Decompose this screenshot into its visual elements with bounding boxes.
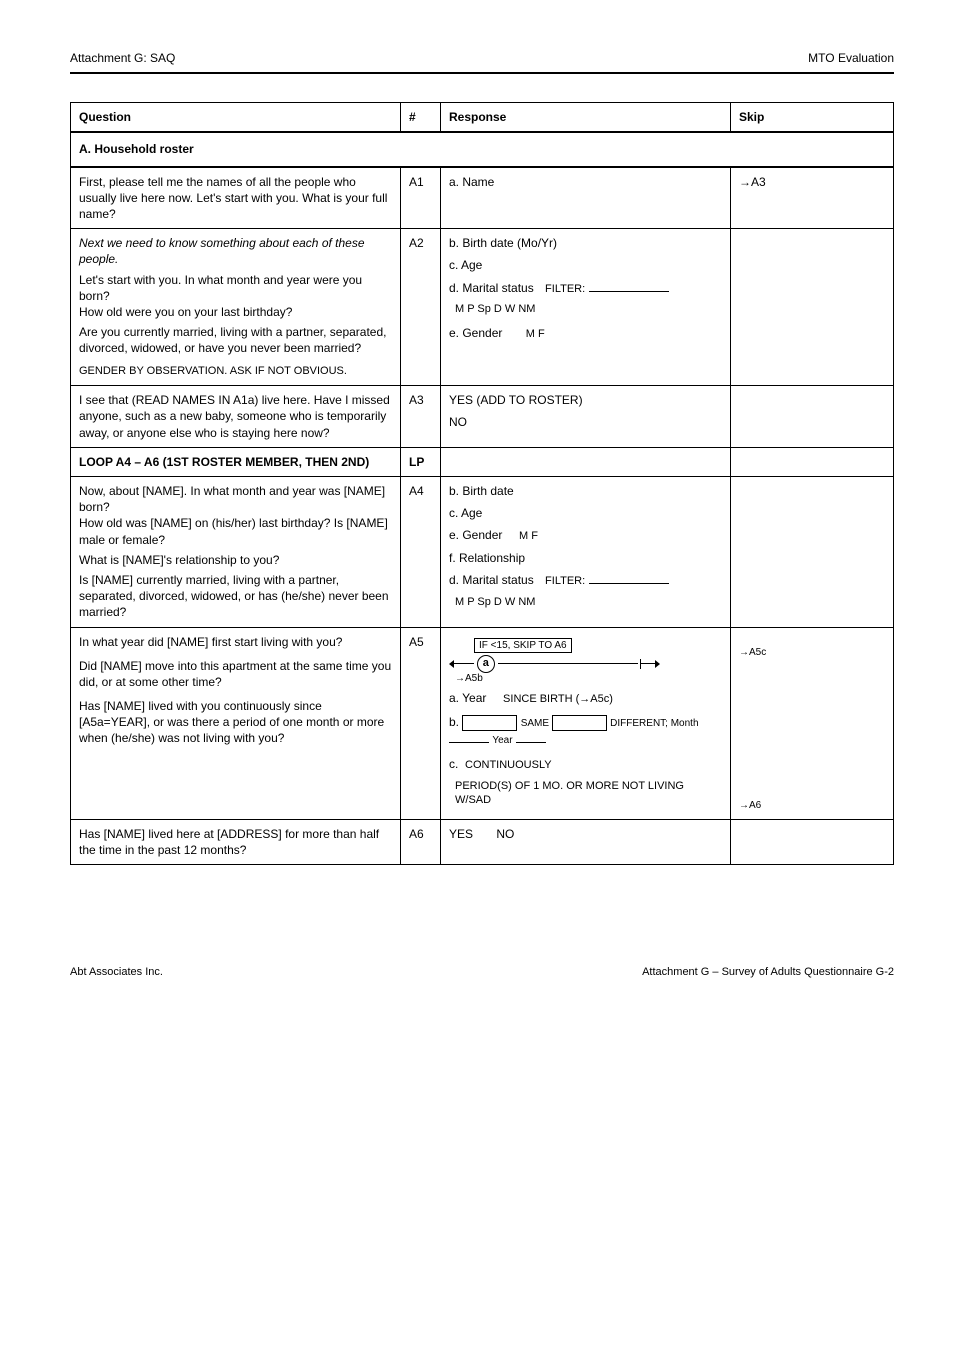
section-a-row: A. Household roster	[71, 132, 894, 166]
a6-question: Has [NAME] lived here at [ADDRESS] for m…	[71, 819, 401, 864]
header-left: Attachment G: SAQ	[70, 50, 175, 66]
footer-left: Abt Associates Inc.	[70, 965, 163, 980]
a3-response: YES (ADD TO ROSTER) NO	[441, 386, 731, 448]
loop-skip	[731, 447, 894, 476]
a1-skip: →A3	[731, 167, 894, 229]
filter-blank-2[interactable]	[589, 574, 669, 584]
row-a2: Next we need to know something about eac…	[71, 229, 894, 386]
a1-num: A1	[401, 167, 441, 229]
a5b-same[interactable]	[462, 715, 517, 731]
a2-response: b. Birth date (Mo/Yr) c. Age d. Marital …	[441, 229, 731, 386]
a2-num: A2	[401, 229, 441, 386]
col-header-skip: Skip	[731, 103, 894, 133]
filter-blank[interactable]	[589, 282, 669, 292]
page-footer: Abt Associates Inc. Attachment G – Surve…	[70, 965, 894, 980]
a6-skip	[731, 819, 894, 864]
header-right: MTO Evaluation	[808, 50, 894, 66]
questionnaire-table: Question # Response Skip A. Household ro…	[70, 102, 894, 865]
a5b-diff[interactable]	[552, 715, 607, 731]
row-loop: LOOP A4 – A6 (1ST ROSTER MEMBER, THEN 2N…	[71, 447, 894, 476]
a3-num: A3	[401, 386, 441, 448]
row-a4: Now, about [NAME]. In what month and yea…	[71, 477, 894, 628]
row-a1: First, please tell me the names of all t…	[71, 167, 894, 229]
a6-num: A6	[401, 819, 441, 864]
a4-question: Now, about [NAME]. In what month and yea…	[71, 477, 401, 628]
row-a5: In what year did [NAME] first start livi…	[71, 627, 894, 819]
a5-num: A5	[401, 627, 441, 819]
a4-skip	[731, 477, 894, 628]
a4-num: A4	[401, 477, 441, 628]
table-header-row: Question # Response Skip	[71, 103, 894, 133]
row-a3: I see that (READ NAMES IN A1a) live here…	[71, 386, 894, 448]
a4-response: b. Birth date c. Age e. Gender M F f. Re…	[441, 477, 731, 628]
page-header: Attachment G: SAQ MTO Evaluation	[70, 50, 894, 66]
loop-response	[441, 447, 731, 476]
header-rule	[70, 72, 894, 74]
col-header-response: Response	[441, 103, 731, 133]
col-header-question: Question	[71, 103, 401, 133]
a2-question: Next we need to know something about eac…	[71, 229, 401, 386]
a2-skip	[731, 229, 894, 386]
a3-skip	[731, 386, 894, 448]
loop-title: LOOP A4 – A6 (1ST ROSTER MEMBER, THEN 2N…	[71, 447, 401, 476]
a3-question: I see that (READ NAMES IN A1a) live here…	[71, 386, 401, 448]
a5-skip: →A5c →A6	[731, 627, 894, 819]
col-header-num: #	[401, 103, 441, 133]
section-a-title: A. Household roster	[71, 132, 894, 166]
a6-response: YES NO	[441, 819, 731, 864]
a5-question: In what year did [NAME] first start livi…	[71, 627, 401, 819]
a5-response: IF <15, SKIP TO A6 a →A5b a. Year SINCE …	[441, 627, 731, 819]
a1-question: First, please tell me the names of all t…	[71, 167, 401, 229]
a5-flow: IF <15, SKIP TO A6 a →A5b	[449, 638, 722, 684]
a1-response: a. Name	[441, 167, 731, 229]
row-a6: Has [NAME] lived here at [ADDRESS] for m…	[71, 819, 894, 864]
loop-num: LP	[401, 447, 441, 476]
footer-right: Attachment G – Survey of Adults Question…	[642, 965, 894, 980]
